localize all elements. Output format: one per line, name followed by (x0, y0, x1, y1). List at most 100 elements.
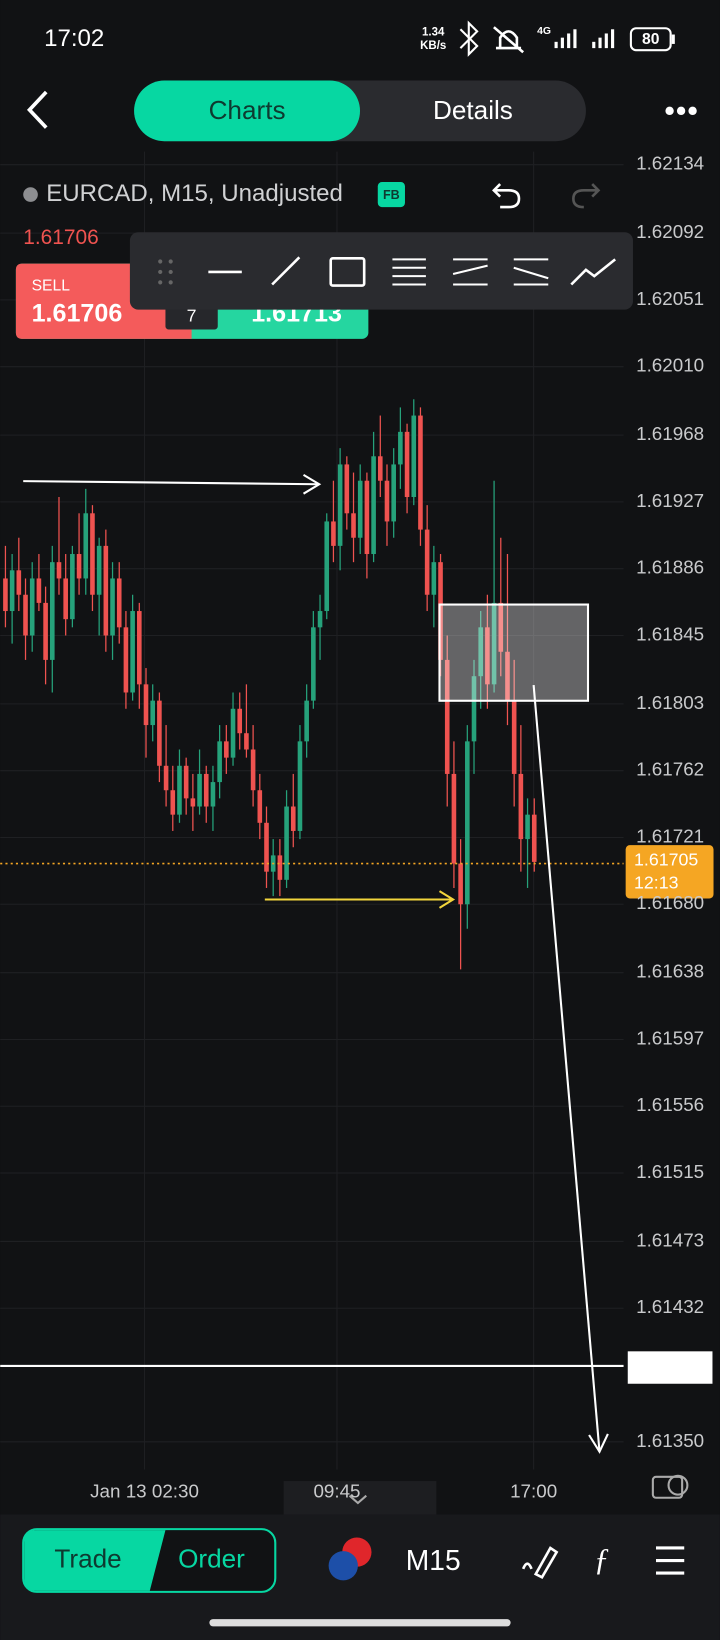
current-price-label: 1.61705 (634, 849, 698, 869)
candle-body (290, 806, 296, 831)
candle-body (83, 513, 89, 579)
sell-label: SELL (32, 278, 71, 295)
current-price-box (625, 845, 714, 899)
candle-body (344, 464, 350, 514)
order-button[interactable]: Order (178, 1543, 245, 1573)
candle-body (364, 480, 370, 555)
candle-body (317, 611, 323, 628)
x-tick-label: 09:45 (313, 1480, 360, 1501)
home-indicator (209, 1619, 511, 1627)
candle-body (76, 554, 82, 579)
candle-body (531, 814, 537, 862)
candle-body (237, 708, 243, 734)
candle-body (183, 765, 189, 799)
candle-body (137, 611, 142, 685)
y-tick-label: 1.61927 (636, 490, 704, 511)
flag-eu (328, 1551, 358, 1581)
candle-body (304, 700, 309, 742)
candle-body (418, 415, 423, 530)
status-time: 17:02 (44, 25, 104, 52)
bluetooth-icon (459, 20, 479, 57)
spread-box (165, 303, 218, 330)
tab-charts[interactable]: Charts (209, 95, 286, 125)
candle-body (511, 700, 517, 774)
y-tick-label: 1.61597 (636, 1027, 704, 1048)
x-scroll-handle[interactable] (283, 1481, 437, 1515)
draw-button[interactable] (521, 1546, 559, 1579)
candle-body (518, 773, 524, 840)
candle-body (264, 822, 269, 872)
y-tick-label: 1.62092 (636, 221, 704, 242)
screen-button[interactable] (651, 1474, 689, 1499)
network-type: 4G (537, 26, 551, 37)
menu-button[interactable] (655, 1546, 685, 1575)
candle-body (96, 545, 102, 595)
candle-body (203, 773, 209, 807)
back-button[interactable] (26, 90, 48, 129)
candle-body (411, 415, 417, 498)
more-button[interactable] (665, 106, 697, 116)
candle-body (357, 480, 363, 538)
redo-button[interactable] (572, 183, 601, 209)
candle-body (351, 513, 356, 538)
undo-button[interactable] (492, 183, 521, 209)
candle-body (23, 594, 28, 636)
candle-body (478, 627, 483, 677)
status-dot (23, 187, 38, 202)
candle-body (391, 464, 396, 522)
candle-body (150, 700, 155, 726)
candle-body (424, 529, 430, 595)
candle-body (444, 659, 450, 774)
candle-body (103, 545, 109, 636)
candle-body (157, 700, 162, 766)
candle-body (170, 790, 176, 815)
candle-body (498, 602, 504, 652)
y-tick-label: 1.61762 (636, 759, 704, 780)
countdown: 12:13 (634, 873, 679, 893)
trade-active[interactable] (24, 1530, 166, 1591)
candle-body (190, 798, 196, 807)
candle-body (337, 464, 343, 546)
candle-body (90, 513, 95, 595)
timeframe[interactable]: M15 (406, 1544, 461, 1576)
y-tick-label: 1.61350 (636, 1430, 704, 1451)
candle-body (471, 676, 477, 742)
candle-body (284, 806, 289, 880)
y-tick-label: 1.61515 (636, 1161, 704, 1182)
candle-body (143, 684, 149, 726)
tab-active[interactable] (134, 80, 360, 142)
candle-body (224, 741, 229, 758)
y-tick-label: 1.61886 (636, 557, 704, 578)
y-tick-label: 1.61556 (636, 1094, 704, 1115)
candle-body (331, 521, 336, 546)
candle-body (116, 578, 122, 628)
candle-body (29, 578, 35, 636)
y-tick-label: 1.61638 (636, 961, 704, 982)
candle-body (163, 765, 169, 791)
candle-body (70, 554, 75, 620)
candle-body (49, 562, 55, 660)
candle-body (197, 773, 202, 807)
candle-body (371, 456, 376, 555)
y-tick-label: 1.62134 (636, 153, 704, 174)
trade-button[interactable]: Trade (54, 1543, 121, 1573)
candle-body (9, 570, 15, 612)
battery-level: 80 (642, 31, 660, 48)
user-drawings (0, 473, 713, 1454)
y-tick-label: 1.61432 (636, 1296, 704, 1317)
tab-details[interactable]: Details (433, 95, 513, 125)
spread: 7 (187, 306, 197, 326)
candle-body (244, 733, 249, 750)
indicator-button[interactable]: ƒ (594, 1542, 610, 1577)
y-tick-label: 1.61473 (636, 1229, 704, 1250)
candle-body (465, 741, 470, 905)
candle-body (324, 521, 330, 612)
candle-body (377, 456, 383, 481)
candle-body (130, 611, 135, 693)
candle-body (123, 627, 129, 693)
candle-body (36, 578, 42, 603)
y-tick-label: 1.61845 (636, 623, 704, 644)
y-tick-label: 1.62010 (636, 355, 704, 376)
candle-body (110, 578, 115, 636)
